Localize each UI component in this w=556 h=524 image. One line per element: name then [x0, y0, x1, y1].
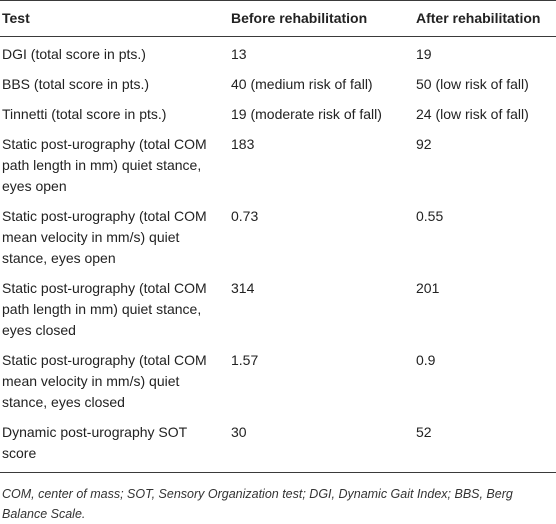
- cell-after: 201: [416, 280, 440, 296]
- cell-test: Static post-urography (total COM mean ve…: [2, 352, 207, 410]
- cell-before: 30: [223, 418, 408, 473]
- cell-test: Static post-urography (total COM path le…: [2, 136, 207, 194]
- cell-before: 183: [231, 136, 255, 152]
- cell-before: 40 (medium risk of fall): [231, 76, 373, 92]
- cell-after: 50 (low risk of fall): [416, 76, 529, 92]
- table-body: DGI (total score in pts.) 13 19 BBS (tot…: [0, 37, 556, 473]
- cell-before: 13: [231, 46, 247, 62]
- cell-before: 1.57: [231, 352, 259, 368]
- cell-test: BBS (total score in pts.): [2, 76, 150, 92]
- header-after: After rehabilitation: [408, 0, 556, 37]
- cell-test: Dynamic post-urography SOT score: [0, 418, 223, 473]
- table-row: Dynamic post-urography SOT score 30 52: [0, 418, 556, 473]
- header-row: Test Before rehabilitation After rehabil…: [0, 0, 556, 37]
- cell-test: Static post-urography (total COM path le…: [2, 280, 207, 338]
- cell-before: 314: [231, 280, 255, 296]
- cell-after: 19: [416, 46, 432, 62]
- table-row: Tinnetti (total score in pts.) 19 (moder…: [0, 100, 556, 130]
- cell-after: 92: [416, 136, 432, 152]
- cell-after: 0.55: [416, 208, 444, 224]
- table-row: Static post-urography (total COM mean ve…: [0, 346, 556, 418]
- cell-before: 19 (moderate risk of fall): [231, 106, 382, 122]
- table-header: Test Before rehabilitation After rehabil…: [0, 0, 556, 37]
- table-row: Static post-urography (total COM path le…: [0, 130, 556, 202]
- table-row: DGI (total score in pts.) 13 19: [0, 37, 556, 71]
- cell-test: Static post-urography (total COM mean ve…: [2, 208, 207, 266]
- header-test: Test: [0, 0, 223, 37]
- results-table: Test Before rehabilitation After rehabil…: [0, 0, 556, 473]
- cell-after: 0.9: [416, 352, 436, 368]
- cell-test: DGI (total score in pts.): [2, 46, 146, 62]
- table-row: Static post-urography (total COM path le…: [0, 274, 556, 346]
- header-before: Before rehabilitation: [223, 0, 408, 37]
- cell-after: 24 (low risk of fall): [416, 106, 529, 122]
- table-row: BBS (total score in pts.) 40 (medium ris…: [0, 70, 556, 100]
- table-footnote: COM, center of mass; SOT, Sensory Organi…: [2, 487, 513, 521]
- cell-test: Tinnetti (total score in pts.): [2, 106, 167, 122]
- cell-after: 52: [408, 418, 556, 473]
- cell-before: 0.73: [231, 208, 259, 224]
- table-row: Static post-urography (total COM mean ve…: [0, 202, 556, 274]
